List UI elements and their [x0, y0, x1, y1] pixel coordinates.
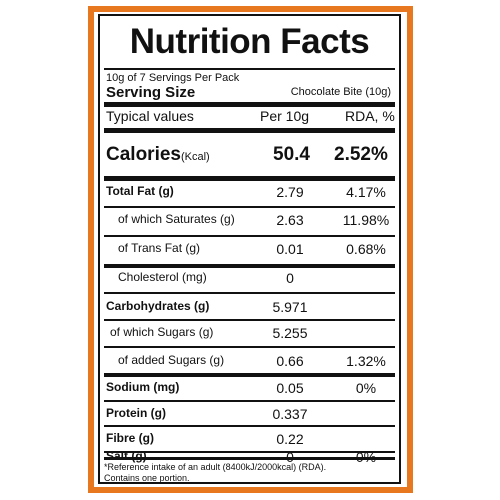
- footnote-line1: *Reference intake of an adult (8400kJ/20…: [104, 462, 327, 472]
- row-divider: [104, 346, 395, 348]
- nutrient-name: Protein (g): [106, 406, 166, 420]
- serving-size-value: Chocolate Bite (10g): [290, 86, 391, 98]
- row-divider: [104, 373, 395, 377]
- divider-thick: [104, 128, 395, 133]
- nutrient-rda: 0%: [355, 380, 377, 396]
- nutrient-per-serving: 0.01: [276, 241, 304, 257]
- footnote-line2: Contains one portion.: [104, 473, 190, 483]
- nutrient-name: of which Sugars (g): [110, 325, 214, 339]
- row-divider: [104, 292, 395, 294]
- calories-unit: (Kcal): [180, 151, 210, 163]
- calories-per: 50.4: [273, 144, 310, 165]
- label-title: Nutrition Facts: [129, 22, 370, 61]
- nutrient-rda: 4.17%: [346, 184, 386, 200]
- divider-thick: [104, 102, 395, 107]
- header-typical-values: Typical values: [106, 108, 194, 124]
- calories-rda: 2.52%: [334, 144, 388, 165]
- row-divider: [104, 400, 395, 402]
- row-divider: [104, 425, 395, 427]
- divider: [104, 457, 395, 460]
- nutrient-rda: 11.98%: [342, 212, 390, 228]
- nutrient-name: Sodium (mg): [106, 380, 180, 394]
- row-divider: [104, 206, 395, 208]
- row-divider: [104, 235, 395, 237]
- nutrient-name: Cholesterol (mg): [118, 270, 207, 284]
- nutrient-name: of Trans Fat (g): [118, 241, 201, 255]
- nutrient-name: Carbohydrates (g): [106, 299, 210, 313]
- nutrient-per-serving: 2.79: [276, 184, 304, 200]
- header-rda: RDA, %: [345, 108, 395, 124]
- nutrient-name: Fibre (g): [106, 431, 154, 445]
- header-per-serving: Per 10g: [260, 108, 310, 124]
- nutrient-rda: 0.68%: [346, 241, 386, 257]
- nutrient-name: Total Fat (g): [106, 184, 174, 198]
- nutrient-rda: 1.32%: [346, 353, 386, 369]
- nutrient-name: of added Sugars (g): [118, 353, 225, 367]
- row-divider: [104, 319, 395, 321]
- nutrient-per-serving: 0: [286, 270, 294, 286]
- calories-row: Calories(Kcal): [106, 144, 210, 166]
- row-divider: [104, 451, 395, 453]
- servings-per-pack: 10g of 7 Servings Per Pack: [106, 72, 240, 84]
- calories-label: Calories: [106, 144, 181, 165]
- nutrient-per-serving: 5.971: [272, 299, 308, 315]
- nutrient-per-serving: 0.22: [276, 431, 304, 447]
- nutrient-per-serving: 0.66: [276, 353, 304, 369]
- nutrition-facts-panel: Nutrition Facts 10g of 7 Servings Per Pa…: [98, 14, 401, 484]
- nutrient-per-serving: 5.255: [272, 325, 308, 341]
- nutrient-per-serving: 2.63: [276, 212, 304, 228]
- nutrient-name: of which Saturates (g): [118, 212, 235, 226]
- divider: [104, 68, 395, 70]
- divider-thick: [104, 176, 395, 181]
- nutrient-per-serving: 0.05: [276, 380, 304, 396]
- row-divider: [104, 264, 395, 268]
- serving-size-label: Serving Size: [106, 84, 196, 101]
- nutrient-per-serving: 0.337: [272, 406, 308, 422]
